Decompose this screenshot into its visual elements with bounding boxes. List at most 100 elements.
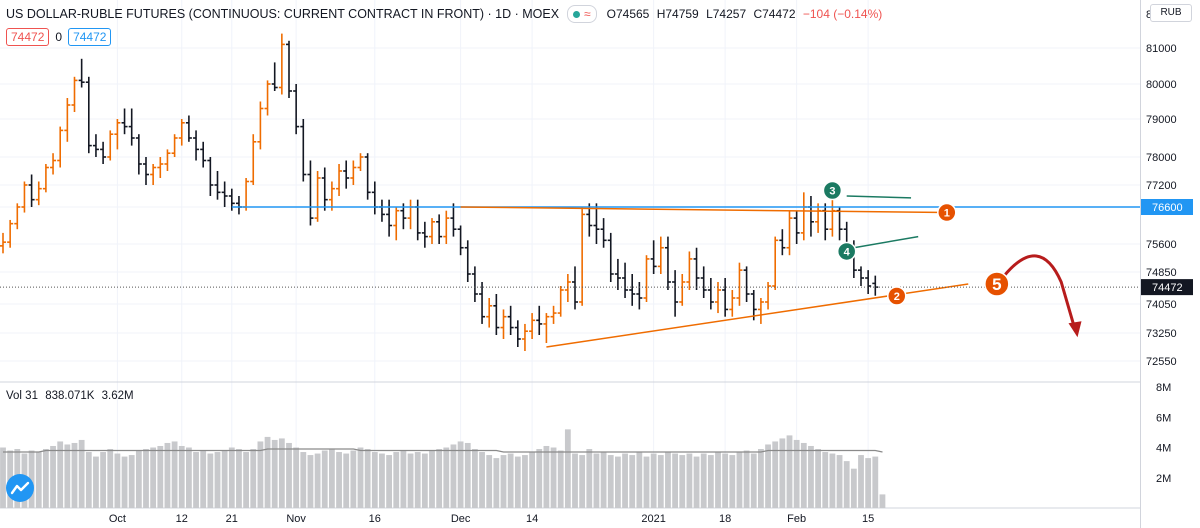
- ohlc-bar: [421, 221, 428, 248]
- ohlc-bar: [464, 240, 471, 282]
- volume-bar: [321, 450, 328, 508]
- volume-bar: [171, 441, 178, 508]
- ohlc-bar: [479, 282, 486, 324]
- volume-bar: [214, 452, 221, 508]
- logo-icon[interactable]: [6, 474, 34, 502]
- price-tick-label: 73250: [1146, 328, 1177, 340]
- ohlc-bar: [85, 76, 92, 154]
- ohlc-bar: [235, 196, 242, 215]
- volume-bar: [57, 441, 64, 508]
- ohlc-bar: [521, 323, 528, 351]
- ohlc-bar: [64, 98, 71, 142]
- volume-bar: [336, 452, 342, 508]
- ohlc-bar: [185, 115, 192, 142]
- volume-bar: [850, 468, 857, 508]
- time-tick-label: 15: [862, 513, 874, 525]
- volume-bar: [135, 450, 142, 508]
- ohlc-bar: [293, 84, 300, 135]
- volume-bar: [35, 452, 42, 508]
- ohlc-bar: [14, 203, 21, 230]
- ohlc-bar: [71, 76, 78, 112]
- volume-ma-line: [3, 448, 883, 453]
- currency-button[interactable]: RUB: [1150, 4, 1192, 22]
- ohlc-bar: [679, 274, 686, 306]
- volume-bar: [793, 439, 800, 508]
- volume-bar: [100, 452, 106, 508]
- ohlc-bar: [450, 203, 457, 237]
- volume-bar: [228, 447, 235, 508]
- ohlc-bar: [700, 266, 707, 298]
- ohlc-bar: [164, 149, 171, 171]
- volume-bar: [550, 447, 557, 508]
- volume-bar: [593, 453, 600, 508]
- ohlc-readout: O74565 H74759 L74257 C74472 −104 (−0.14%…: [607, 7, 887, 21]
- close-value: C74472: [753, 7, 796, 21]
- ohlc-bar: [364, 153, 371, 200]
- high-value: H74759: [656, 7, 699, 21]
- ohlc-bar: [443, 210, 450, 244]
- volume-bar: [772, 441, 779, 508]
- volume-bar: [421, 453, 428, 508]
- volume-bar: [0, 447, 6, 508]
- ohlc-bar: [250, 134, 257, 185]
- level-price-tag: [1141, 199, 1193, 215]
- volume-bar: [822, 452, 829, 508]
- ohlc-bar: [92, 134, 99, 157]
- volume-bar: [629, 455, 636, 508]
- time-tick-label: 14: [526, 513, 538, 525]
- ohlc-bar: [471, 266, 478, 302]
- ohlc-bar: [386, 199, 393, 237]
- volume-bar: [636, 452, 643, 508]
- ohlc-bar: [772, 236, 779, 290]
- time-tick-label: 2021: [641, 513, 665, 525]
- ohlc-bar: [42, 164, 49, 193]
- ohlc-bar: [314, 171, 321, 222]
- marker-5: 5: [984, 271, 1010, 297]
- volume-bar: [386, 455, 392, 508]
- price-axis: 72550 73250 74050 74850 75600 77200 78000 79000…: [1141, 0, 1200, 528]
- volume-bar: [865, 458, 872, 508]
- volume-label[interactable]: Vol 31: [6, 390, 38, 402]
- symbol-title[interactable]: US DOLLAR-RUBLE FUTURES (CONTINUOUS: CUR…: [6, 7, 560, 21]
- volume-bar: [450, 444, 457, 508]
- buy-price-box[interactable]: 74472: [68, 28, 112, 46]
- ohlc-bar: [107, 130, 114, 161]
- volume-bar: [243, 452, 249, 508]
- ohlc-bar: [193, 130, 200, 161]
- volume-bar: [343, 453, 350, 508]
- volume-bar: [64, 444, 71, 508]
- annotations: 1 2 3 4 5: [0, 180, 1140, 348]
- ohlc-bar: [607, 232, 614, 282]
- volume-bar: [414, 452, 421, 508]
- green-line-top: [846, 195, 912, 199]
- volume-bar: [71, 442, 78, 508]
- ohlc-bar: [572, 266, 578, 310]
- level-price-text: 76600: [1152, 202, 1183, 214]
- volume-bar: [836, 455, 843, 508]
- volume-bar: [443, 447, 450, 508]
- volume-bar: [464, 442, 471, 508]
- volume-bar: [186, 447, 192, 508]
- ohlc-bar: [321, 167, 328, 211]
- volume-bar: [293, 447, 300, 508]
- time-tick-label: 16: [369, 513, 381, 525]
- volume-bar: [557, 450, 564, 508]
- volume-bar: [429, 450, 435, 508]
- ohlc-bar: [143, 157, 149, 185]
- status-pill[interactable]: ≈: [567, 5, 597, 23]
- volume-tick-label: 6M: [1156, 412, 1171, 424]
- forecast-arrow-head: [1068, 321, 1082, 338]
- ohlc-bar: [264, 80, 271, 116]
- ohlc-bar: [822, 203, 829, 241]
- volume-bar: [93, 456, 99, 508]
- price-tick-label: 79000: [1146, 114, 1177, 126]
- ohlc-bar: [722, 278, 729, 317]
- time-axis: Oct 12 21 Nov 16 Dec 14 2021 18 Feb 15: [109, 513, 874, 525]
- ohlc-bar: [257, 101, 264, 150]
- volume-value-1: 838.071K: [45, 390, 95, 402]
- ohlc-bar: [793, 210, 800, 244]
- ohlc-bar: [529, 313, 536, 339]
- sell-price-box[interactable]: 74472: [6, 28, 50, 46]
- ohlc-bar: [371, 181, 378, 215]
